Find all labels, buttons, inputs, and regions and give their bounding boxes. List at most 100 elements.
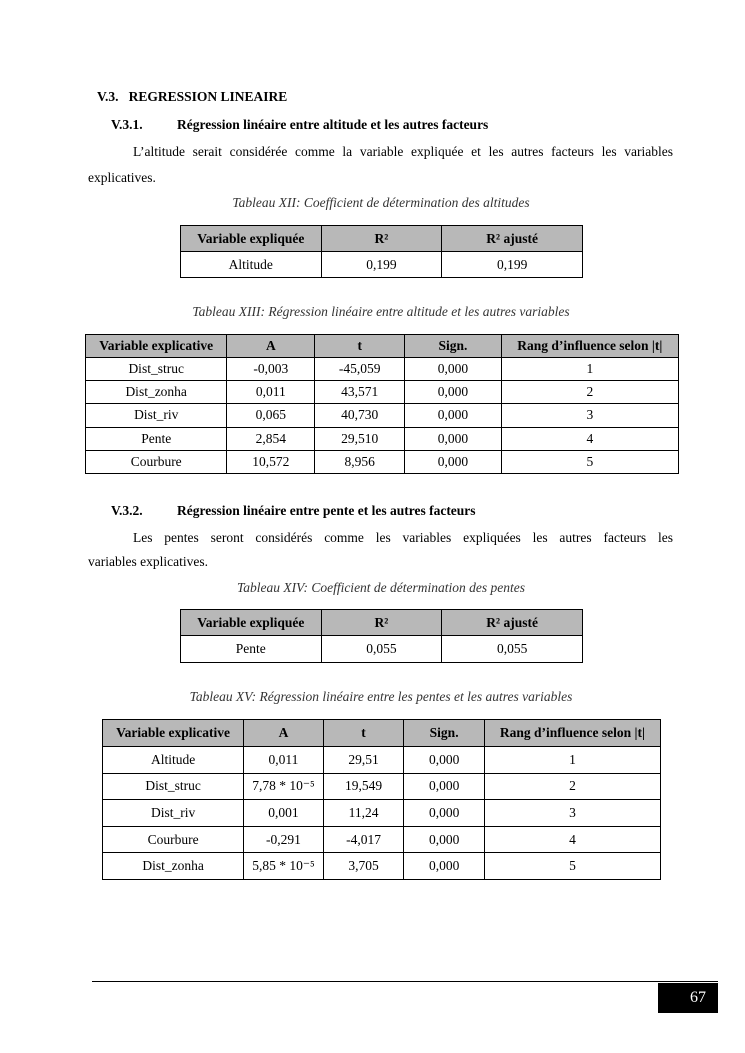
table-cell: -0,003 (226, 356, 316, 382)
table-cell: Dist_struc (101, 772, 245, 801)
table-cell: 0,000 (403, 852, 485, 880)
table-row: Courbure -0,291 -4,017 0,000 4 (101, 825, 662, 854)
section-title: REGRESSION LINEAIRE (128, 89, 288, 104)
column-header: Sign. (403, 719, 485, 747)
table-cell: 1 (483, 746, 662, 774)
table-cell: 0,000 (404, 403, 502, 428)
footer-rule (92, 981, 718, 982)
table-cell: -0,291 (243, 825, 324, 854)
table-row: Pente 0,055 0,055 (180, 635, 583, 663)
table-cell: 40,730 (314, 403, 406, 428)
table-cell: -45,059 (314, 356, 406, 382)
table-cell: 10,572 (226, 449, 316, 474)
table-cell: Altitude (180, 251, 322, 278)
table-cell: Courbure (84, 449, 228, 474)
table-cell: 7,78 * 10⁻⁵ (243, 772, 324, 801)
section-number: V.3. (97, 89, 119, 104)
table-cell: Courbure (101, 825, 245, 854)
column-header: Rang d’influence selon |t| (500, 334, 680, 358)
table-cell: Altitude (101, 746, 245, 774)
header-row: Variable expliquée R² R² ajusté (180, 609, 583, 636)
table-row: Altitude 0,011 29,51 0,000 1 (101, 746, 662, 774)
table-cell: 43,571 (314, 380, 406, 405)
column-header: Variable explicative (101, 719, 245, 747)
table-cell: 0,000 (404, 380, 502, 405)
table-cell: 0,000 (403, 772, 485, 801)
table-cell: 0,000 (403, 746, 485, 774)
table-cell: 0,011 (243, 746, 324, 774)
column-header: Variable expliquée (180, 225, 322, 252)
table-cell: 3,705 (322, 852, 405, 880)
paragraph-1-line-2: explicatives. (88, 170, 156, 185)
table-12: Variable expliquée R² R² ajusté Altitude 0,1… (180, 225, 583, 278)
table-cell: 3 (500, 403, 680, 428)
table-cell: 5 (483, 852, 662, 880)
table-row: Dist_riv 0,001 11,24 0,000 3 (101, 799, 662, 827)
paragraph-1-line-1: L’altitude serait considérée comme la va… (133, 144, 673, 159)
page-number-box: 67 (658, 983, 718, 1013)
subsection-2-title: Régression linéaire entre pente et les a… (177, 503, 476, 518)
subsection-1-title: Régression linéaire entre altitude et le… (177, 117, 489, 132)
table-cell: 2 (483, 772, 662, 801)
table-cell: 0,000 (404, 426, 502, 451)
table-cell: 0,000 (403, 799, 485, 827)
column-header: Variable expliquée (180, 609, 322, 636)
table-14: Variable expliquée R² R² ajusté Pente 0,055 0… (180, 609, 583, 663)
table-cell: 0,199 (320, 251, 443, 278)
column-header: R² ajusté (441, 225, 583, 252)
table-cell: 29,510 (314, 426, 406, 451)
table-row: Altitude 0,199 0,199 (180, 251, 583, 278)
table-cell: 4 (483, 825, 662, 854)
section-heading: V.3. REGRESSION LINEAIRE (97, 89, 287, 105)
table-cell: 8,956 (314, 449, 406, 474)
subsection-1-number: V.3.1. (111, 117, 143, 132)
subsection-2-number: V.3.2. (111, 503, 143, 518)
column-header: t (314, 334, 406, 358)
table-cell: 0,199 (441, 251, 583, 278)
page-number: 67 (690, 989, 706, 1006)
table-cell: 11,24 (322, 799, 405, 827)
table-row: Pente 2,854 29,510 0,000 4 (84, 426, 680, 451)
table-cell: -4,017 (322, 825, 405, 854)
table-cell: 0,000 (403, 825, 485, 854)
table-cell: 0,011 (226, 380, 316, 405)
table-cell: 19,549 (322, 772, 405, 801)
table-cell: 2,854 (226, 426, 316, 451)
table-row: Dist_struc 7,78 * 10⁻⁵ 19,549 0,000 2 (101, 772, 662, 801)
table-cell: 4 (500, 426, 680, 451)
table-cell: 1 (500, 356, 680, 382)
table-cell: 2 (500, 380, 680, 405)
table-cell: Pente (84, 426, 228, 451)
table-15-caption: Tableau XV: Régression linéaire entre le… (189, 689, 573, 704)
column-header: A (226, 334, 316, 358)
header-row: Variable expliquée R² R² ajusté (180, 225, 583, 252)
table-cell: 5 (500, 449, 680, 474)
column-header: Rang d’influence selon |t| (483, 719, 662, 747)
table-cell: 0,065 (226, 403, 316, 428)
column-header: A (243, 719, 324, 747)
column-header: Sign. (404, 334, 502, 358)
table-cell: Dist_zonha (101, 852, 245, 880)
table-row: Dist_zonha 0,011 43,571 0,000 2 (84, 380, 680, 405)
table-cell: 0,055 (320, 635, 443, 663)
table-cell: Pente (180, 635, 322, 663)
column-header: R² (320, 609, 443, 636)
column-header: t (322, 719, 405, 747)
table-cell: Dist_struc (84, 356, 228, 382)
table-cell: 0,001 (243, 799, 324, 827)
table-cell: 5,85 * 10⁻⁵ (243, 852, 324, 880)
table-cell: 3 (483, 799, 662, 827)
table-cell: 0,055 (441, 635, 583, 663)
table-cell: 29,51 (322, 746, 405, 774)
column-header: R² ajusté (441, 609, 583, 636)
table-row: Dist_riv 0,065 40,730 0,000 3 (84, 403, 680, 428)
table-row: Courbure 10,572 8,956 0,000 5 (84, 449, 680, 474)
table-cell: Dist_zonha (84, 380, 228, 405)
table-row: Dist_struc -0,003 -45,059 0,000 1 (84, 356, 680, 382)
column-header: Variable explicative (84, 334, 228, 358)
